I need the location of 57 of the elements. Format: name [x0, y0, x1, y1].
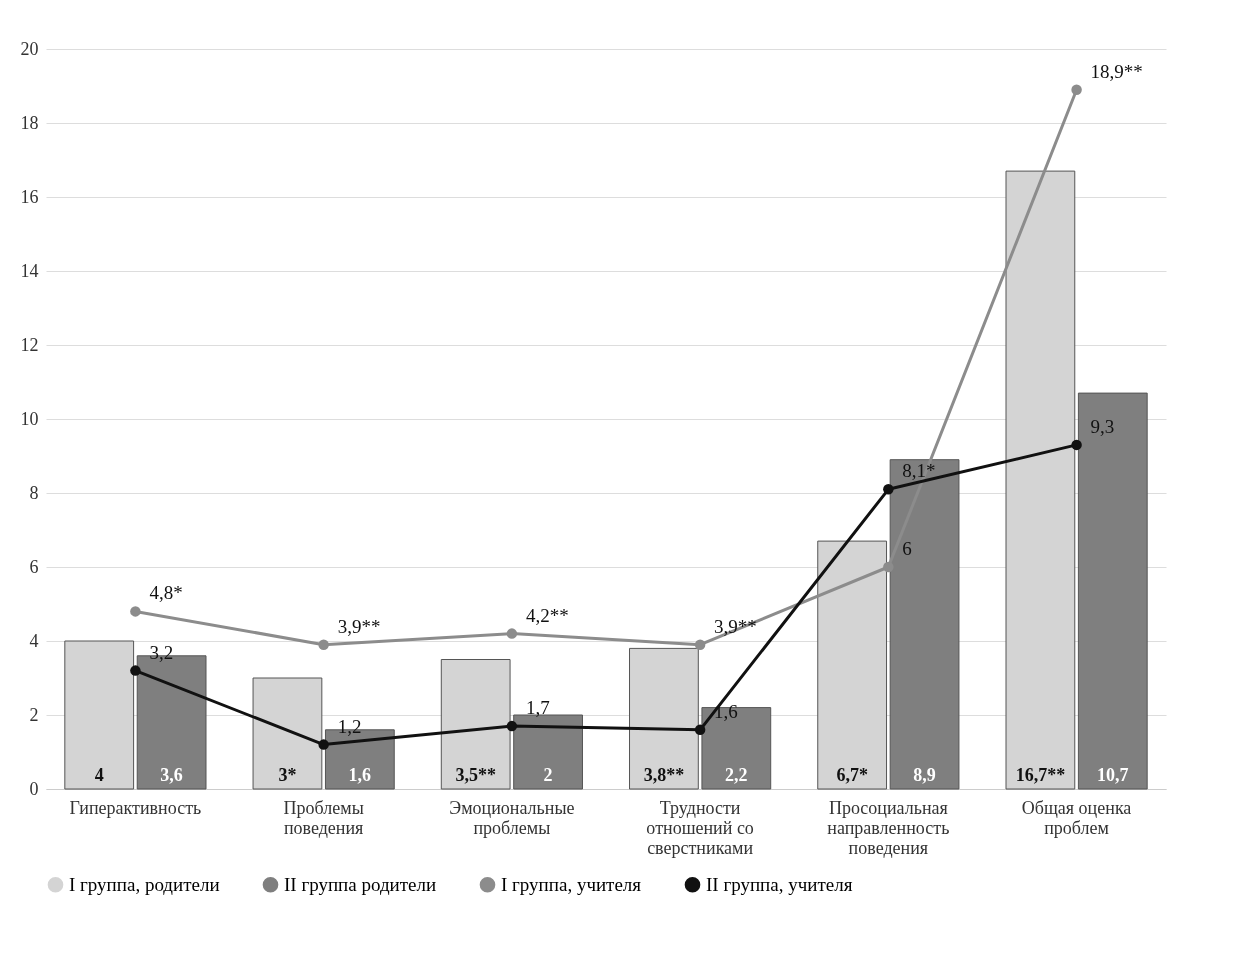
- legend-label: I группа, учителя: [501, 873, 642, 895]
- y-tick-label: 8: [29, 482, 39, 503]
- y-tick-label: 4: [29, 630, 39, 651]
- data-label: 8,1*: [902, 460, 936, 482]
- data-label: 4,2**: [525, 604, 569, 626]
- point: [506, 628, 518, 639]
- legend-label: II группа, учителя: [706, 873, 853, 895]
- y-tick-label: 10: [20, 408, 39, 429]
- data-label: 3,8**: [643, 765, 685, 785]
- legend-label: II группа родители: [284, 873, 437, 895]
- data-label: 3,6: [160, 765, 183, 785]
- x-tick-label: Гиперактивность: [69, 797, 202, 818]
- data-label: 2,2: [725, 765, 748, 785]
- data-label: 3*: [278, 765, 297, 785]
- point: [318, 739, 329, 750]
- data-label: 6: [902, 538, 912, 559]
- legend-label: I группа, родители: [69, 873, 220, 895]
- y-tick-label: 18: [20, 112, 39, 133]
- point: [694, 639, 706, 650]
- data-label: 3,5**: [455, 765, 496, 785]
- data-label: 10,7: [1097, 765, 1129, 785]
- bar: [889, 459, 960, 790]
- x-tick-label: Общая оценка проблем: [1021, 797, 1132, 838]
- bar: [1077, 392, 1148, 790]
- point: [694, 724, 706, 736]
- data-label: 1,6: [348, 765, 372, 785]
- y-tick-label: 14: [20, 260, 39, 281]
- y-tick-label: 12: [20, 334, 39, 355]
- x-tick-label: Проблемы поведения: [283, 797, 364, 838]
- data-label: 3,9**: [714, 615, 757, 637]
- x-tick-label: Трудности отношений со сверстниками: [646, 797, 754, 858]
- point: [318, 639, 329, 650]
- point: [883, 561, 894, 573]
- data-label: 1,7: [525, 697, 550, 719]
- y-tick-label: 6: [29, 556, 39, 577]
- data-label: 2: [543, 765, 553, 785]
- x-tick-label: Просоциальная направленность поведения: [827, 797, 950, 858]
- point: [506, 720, 518, 732]
- bar: [701, 707, 772, 790]
- y-tick-label: 0: [29, 778, 39, 799]
- point: [130, 606, 141, 617]
- point: [883, 484, 894, 495]
- data-label: 3,9**: [337, 615, 381, 637]
- point: [1071, 439, 1082, 451]
- y-tick-label: 20: [20, 38, 39, 59]
- x-tick-label: Эмоциональные проблемы: [449, 797, 575, 838]
- data-label: 6,7*: [836, 765, 868, 785]
- data-label: 4,8*: [149, 582, 183, 604]
- y-tick-label: 2: [29, 704, 39, 725]
- data-label: 18,9**: [1090, 60, 1143, 82]
- data-label: 8,9: [913, 765, 936, 785]
- point: [130, 665, 141, 676]
- y-tick-label: 16: [20, 186, 39, 207]
- data-label: 4: [94, 765, 104, 785]
- data-label: 9,3: [1090, 415, 1115, 437]
- data-label: 16,7**: [1015, 765, 1066, 785]
- point: [1071, 84, 1082, 95]
